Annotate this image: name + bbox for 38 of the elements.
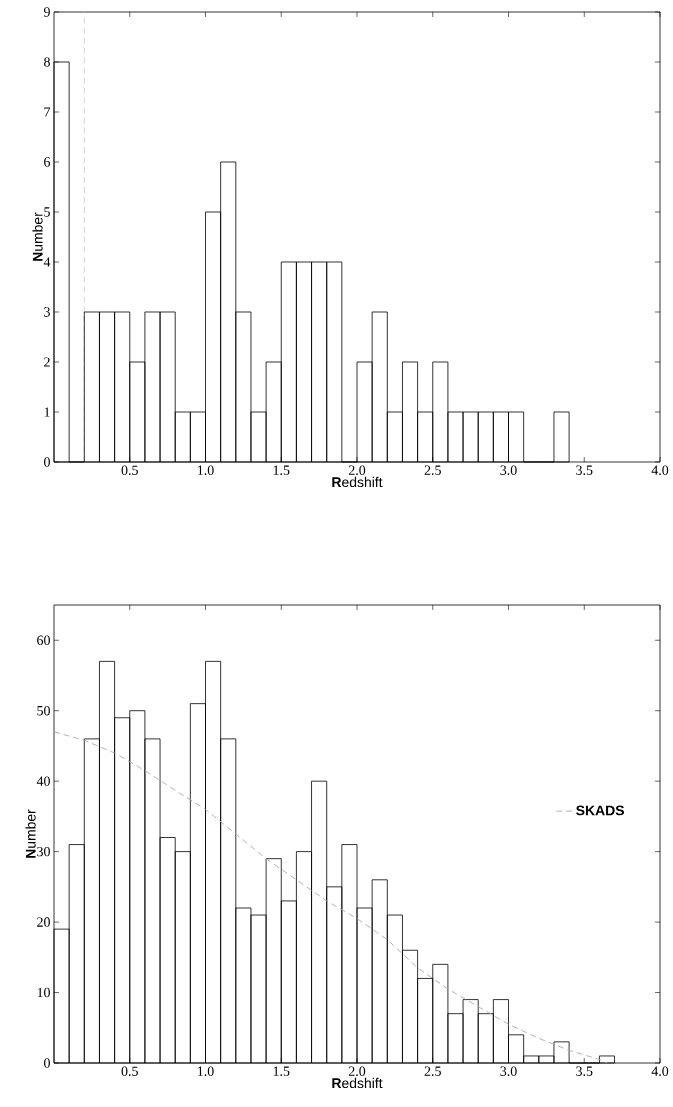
x-axis-title: Redshift (332, 476, 383, 488)
x-tick-label: 2.0 (348, 465, 366, 475)
legend-label: SKADS (576, 805, 624, 816)
x-tick-label: 4.0 (651, 1066, 669, 1076)
x-tick-label: 2.5 (424, 1066, 441, 1076)
y-tick-label: 2 (44, 357, 50, 367)
x-tick-label: 2.0 (348, 1066, 366, 1076)
x-axis-title: Redshift (332, 1077, 383, 1089)
x-tick-label: 2.5 (424, 465, 441, 475)
x-tick-label: 3.0 (500, 1066, 517, 1076)
y-tick-label: 8 (44, 57, 50, 67)
y-tick-label: 40 (36, 776, 50, 786)
x-tick-label: 0.5 (121, 465, 138, 475)
y-tick-label: 6 (44, 157, 51, 167)
y-tick-label: 9 (43, 7, 50, 17)
y-tick-label: 3 (44, 307, 50, 317)
y-tick-label: 0 (44, 457, 50, 467)
x-tick-label: 1.0 (198, 465, 214, 475)
y-tick-label: 20 (37, 917, 50, 927)
y-tick-label: 1 (44, 407, 50, 417)
x-tick-label: 3.5 (576, 465, 593, 475)
y-tick-label: 5 (44, 207, 50, 217)
y-tick-label: 7 (44, 107, 51, 117)
y-tick-label: 4 (43, 257, 51, 267)
x-tick-label: 0.5 (121, 1066, 138, 1076)
x-tick-label: 1.5 (273, 1066, 290, 1076)
x-tick-label: 4.0 (651, 465, 669, 475)
y-tick-label: 0 (44, 1058, 50, 1068)
y-tick-label: 60 (37, 635, 50, 645)
y-axis-title: Number (25, 809, 36, 858)
y-axis-title: Number (32, 212, 43, 261)
x-tick-label: 1.5 (273, 465, 290, 475)
y-tick-label: 10 (37, 987, 50, 998)
y-tick-label: 30 (37, 846, 50, 857)
x-tick-label: 3.5 (576, 1066, 593, 1076)
y-tick-label: 50 (37, 705, 50, 716)
x-tick-label: 1.0 (198, 1066, 214, 1076)
x-tick-label: 3.0 (500, 465, 517, 475)
